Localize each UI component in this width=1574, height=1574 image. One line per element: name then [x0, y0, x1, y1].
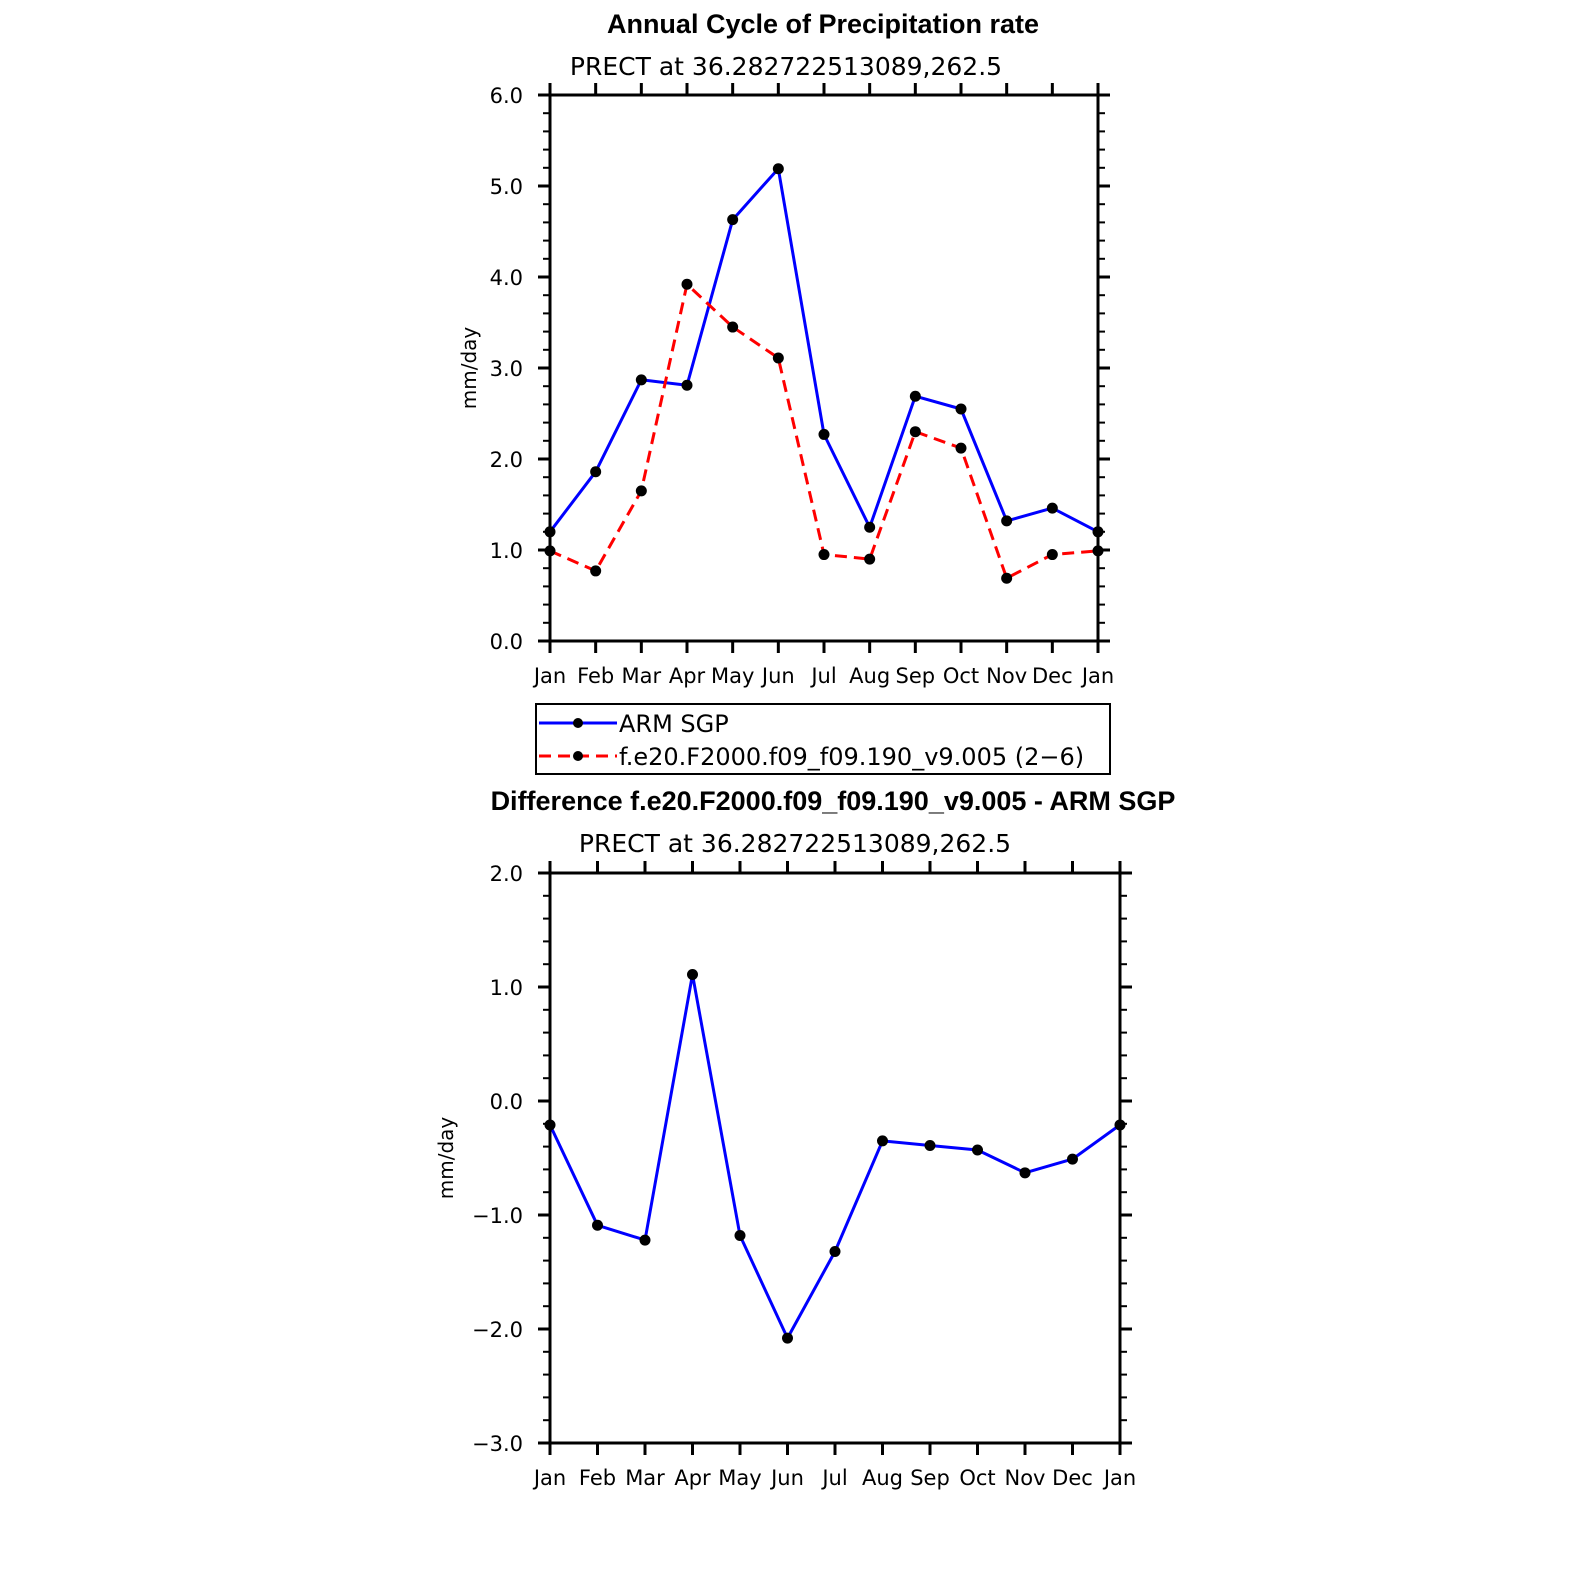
chart2-x-tick-label: Jun — [769, 1466, 804, 1490]
chart2-series-1-point — [829, 1245, 841, 1257]
chart1-y-tick-label: 0.0 — [490, 630, 523, 654]
chart2-x-tick-label: Jan — [1102, 1466, 1136, 1490]
chart2-y-tick-label: −1.0 — [472, 1204, 523, 1228]
chart1-y-tick-label: 2.0 — [490, 448, 523, 472]
chart2-series-1-point — [877, 1135, 888, 1147]
chart1-series-1-point — [818, 428, 830, 440]
chart2-x-tick-label: Aug — [862, 1466, 903, 1490]
chart1-x-tick-label: Aug — [849, 664, 890, 688]
chart1-legend: ARM SGP f.e20.F2000.f09_f09.190_v9.005 (… — [535, 703, 1111, 775]
chart1-series-1-point — [590, 466, 602, 478]
chart1-y-tick-label: 5.0 — [490, 175, 523, 199]
chart1-series-2-point — [727, 321, 739, 333]
chart1-series-1-point — [727, 214, 739, 226]
chart2-x-tick-label: Dec — [1052, 1466, 1093, 1490]
chart2-y-tick-label: 2.0 — [490, 862, 523, 886]
chart1-x-tick-label: Jan — [1080, 664, 1114, 688]
chart1-x-tick-label: Jun — [760, 664, 795, 688]
chart1-x-tick-label: Oct — [943, 664, 979, 688]
chart2-x-tick-label: Jan — [532, 1466, 566, 1490]
chart1-subtitle: PRECT at 36.282722513089,262.5 — [570, 52, 1002, 81]
chart2-x-tick-label: Feb — [579, 1466, 616, 1490]
chart2-series-1-line — [548, 973, 1121, 1340]
chart2-subtitle: PRECT at 36.282722513089,262.5 — [579, 829, 1011, 858]
chart2-y-axis-label: mm/day — [434, 1117, 458, 1200]
chart1-y-tick-label: 3.0 — [490, 357, 523, 381]
legend-box — [535, 703, 1111, 775]
chart1-y-tick-label: 6.0 — [490, 84, 523, 108]
chart1-series-2-point — [864, 553, 876, 565]
chart1-series-2-point — [909, 426, 921, 438]
chart1-x-tick-label: May — [711, 664, 754, 688]
chart2-series-1-point — [924, 1139, 936, 1151]
chart1-x-tick-label: Dec — [1032, 664, 1073, 688]
chart2-y-tick-label: −3.0 — [472, 1432, 523, 1456]
chart1-series-2-point — [1046, 549, 1058, 561]
chart1-series-1-line — [548, 167, 1099, 534]
chart2-title: Difference f.e20.F2000.f09_f09.190_v9.00… — [491, 786, 1176, 816]
chart2-x-tick-label: Apr — [674, 1466, 711, 1490]
chart1-series-2-point — [590, 565, 602, 577]
chart1-y-tick-label: 1.0 — [490, 539, 523, 563]
chart2-x-tick-label: Jul — [820, 1466, 847, 1490]
chart1-plot-frame — [548, 93, 1100, 643]
chart2-series-1-point — [639, 1234, 651, 1246]
chart1-x-tick-label: Jan — [532, 664, 566, 688]
legend-label-model: f.e20.F2000.f09_f09.190_v9.005 (2−6) — [619, 743, 1084, 771]
chart2-x-tick-label: May — [718, 1466, 761, 1490]
chart1-series-1-point — [681, 379, 693, 391]
chart2-x-tick-label: Sep — [910, 1466, 950, 1490]
chart2-series-1-point — [1067, 1153, 1078, 1165]
chart2-plot-frame — [548, 871, 1122, 1445]
chart1-series-2-point — [818, 549, 830, 561]
chart1-series-1-point — [772, 163, 784, 175]
chart2-x-tick-label: Mar — [625, 1466, 665, 1490]
chart1-series-2-point — [635, 485, 647, 497]
chart1-series-2-point — [955, 442, 967, 454]
chart1-series-1-point — [1001, 515, 1013, 527]
chart1-series-2-point — [772, 352, 784, 364]
chart2-x-tick-label: Nov — [1005, 1466, 1046, 1490]
chart2-series-1-point — [734, 1230, 746, 1242]
chart2-series-1-point — [592, 1219, 603, 1231]
chart1-series-2-point — [681, 278, 693, 290]
chart1-series-1-point — [864, 521, 876, 533]
chart2-series-1-point — [782, 1332, 793, 1344]
chart2-x-tick-label: Oct — [959, 1466, 995, 1490]
chart1-series-1-point — [955, 403, 967, 415]
precip-difference-chart: Difference f.e20.F2000.f09_f09.190_v9.00… — [434, 786, 1175, 1490]
chart1-x-tick-label: Nov — [986, 664, 1027, 688]
precip-annual-cycle-chart: Annual Cycle of Precipitation rate PRECT… — [457, 9, 1114, 775]
legend-label-arm-sgp: ARM SGP — [619, 710, 729, 738]
chart1-y-axis-label: mm/day — [457, 327, 481, 410]
chart1-title: Annual Cycle of Precipitation rate — [607, 9, 1039, 39]
chart1-series-2-point — [1001, 572, 1013, 584]
legend-marker-arm-sgp — [573, 718, 583, 728]
chart2-series-1-point — [972, 1144, 983, 1156]
chart1-x-tick-label: Mar — [622, 664, 662, 688]
chart1-x-tick-label: Feb — [577, 664, 614, 688]
chart2-y-tick-label: 0.0 — [490, 1090, 523, 1114]
chart1-series-1-point — [635, 374, 647, 386]
chart1-x-tick-label: Sep — [896, 664, 936, 688]
chart2-y-tick-label: 1.0 — [490, 976, 523, 1000]
chart2-series-1-point — [687, 968, 698, 980]
chart1-series-1-point — [909, 390, 921, 402]
chart2-y-tick-label: −2.0 — [472, 1318, 523, 1342]
legend-marker-model — [573, 751, 583, 761]
chart1-y-tick-label: 4.0 — [490, 266, 523, 290]
chart1-series-1-point — [1046, 502, 1058, 514]
chart2-series-1-point — [1019, 1167, 1031, 1179]
chart1-x-tick-label: Jul — [809, 664, 836, 688]
chart1-x-tick-label: Apr — [669, 664, 706, 688]
